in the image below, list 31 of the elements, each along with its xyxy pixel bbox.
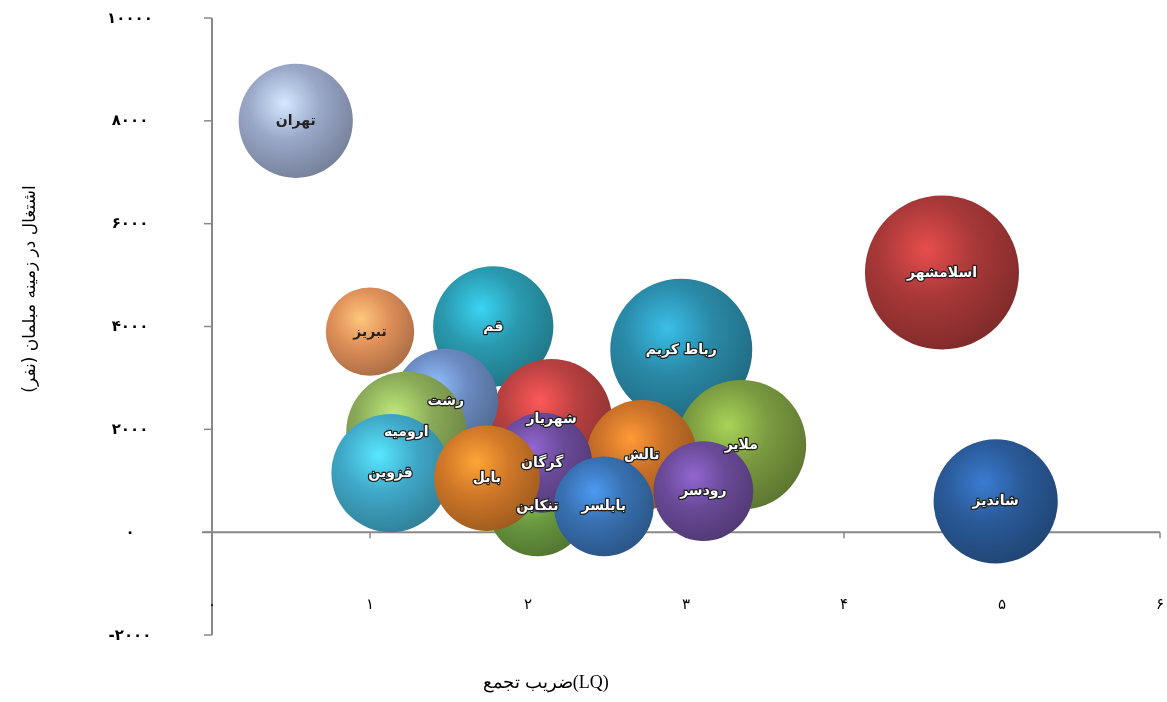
series-label: تالش bbox=[623, 446, 660, 463]
y-tick-label: ۱۰۰۰۰ bbox=[107, 8, 153, 27]
series-label: بابل bbox=[472, 469, 502, 486]
x-tick-label: ۶ bbox=[1155, 594, 1165, 613]
y-tick-label: ۸۰۰۰ bbox=[111, 111, 149, 130]
y-tick-label: -۲۰۰۰ bbox=[108, 625, 152, 644]
x-axis-title: ضریب تجمع(LQ) bbox=[483, 672, 609, 693]
y-tick-label: ۲۰۰۰ bbox=[111, 419, 149, 438]
y-tick-label: ۴۰۰۰ bbox=[111, 317, 149, 335]
series-label: ارومیه bbox=[384, 422, 429, 440]
series-label: شاندیز bbox=[971, 492, 1019, 510]
x-tick-label: ۳ bbox=[681, 594, 691, 613]
series-label: تنکابن bbox=[516, 497, 559, 515]
x-tick-label: ۲ bbox=[523, 594, 533, 613]
series-label: قزوین bbox=[368, 464, 413, 482]
y-axis-title: اشتغال در زمینه مبلمان (نفر) bbox=[19, 185, 39, 393]
x-tick-label: ۴ bbox=[839, 594, 849, 613]
series-label: تبریز bbox=[352, 322, 387, 340]
y-tick-label: ۰ bbox=[125, 522, 135, 541]
series-label: ملایر bbox=[723, 435, 758, 453]
series-label: اسلامشهر bbox=[905, 263, 977, 281]
series-label: شهریار bbox=[525, 410, 577, 428]
x-tick-label: ۱ bbox=[365, 594, 375, 613]
x-tick-label: ۵ bbox=[997, 594, 1007, 613]
series-label: تهران bbox=[275, 111, 316, 129]
x-tick-label: ۰ bbox=[207, 594, 217, 613]
y-tick-label: ۶۰۰۰ bbox=[111, 214, 149, 233]
series-label: قم bbox=[483, 317, 504, 334]
series-label: رباط کریم bbox=[645, 340, 717, 358]
series-label: رودسر bbox=[679, 482, 727, 500]
series-label: بابلسر bbox=[580, 497, 627, 515]
